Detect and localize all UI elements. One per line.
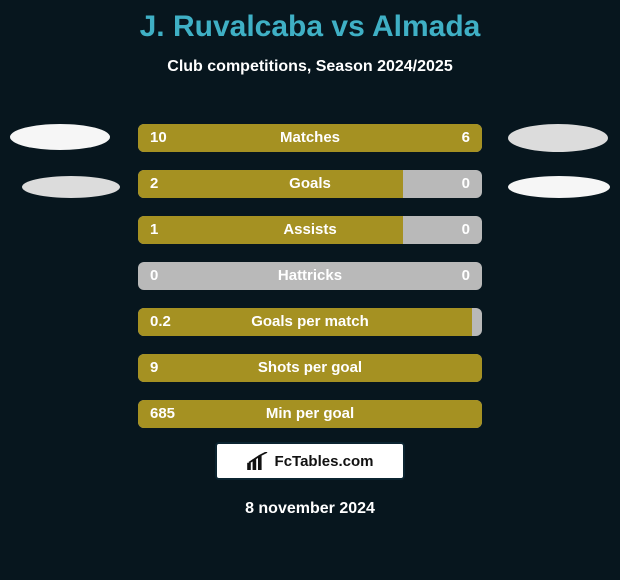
date-text: 8 november 2024 [0, 500, 620, 518]
stat-label: Shots per goal [138, 354, 482, 382]
stat-label: Assists [138, 216, 482, 244]
page-container: J. Ruvalcaba vs Almada Club competitions… [0, 0, 620, 580]
stat-row: 20Goals [138, 170, 482, 198]
vs-separator: vs [331, 10, 364, 43]
stat-label: Matches [138, 124, 482, 152]
stat-row: 10Assists [138, 216, 482, 244]
comparison-rows: 106Matches 20Goals 10Assists 00Hattricks 0.2… [138, 124, 482, 446]
stat-label: Min per goal [138, 400, 482, 428]
stat-label: Goals per match [138, 308, 482, 336]
player2-avatar-ellipse-top [508, 124, 608, 152]
player2-name: Almada [372, 10, 480, 43]
player2-avatar-ellipse-bottom [508, 176, 610, 198]
player1-avatar-ellipse-bottom [22, 176, 120, 198]
player1-name: J. Ruvalcaba [140, 10, 323, 43]
source-badge-text: FcTables.com [275, 453, 374, 470]
chart-icon [247, 452, 269, 470]
player1-avatar-ellipse-top [10, 124, 110, 150]
page-title: J. Ruvalcaba vs Almada [0, 10, 620, 44]
subtitle: Club competitions, Season 2024/2025 [0, 58, 620, 76]
stat-row: 0.2Goals per match [138, 308, 482, 336]
stat-row: 00Hattricks [138, 262, 482, 290]
stat-label: Hattricks [138, 262, 482, 290]
stat-row: 9Shots per goal [138, 354, 482, 382]
stat-row: 685Min per goal [138, 400, 482, 428]
stat-row: 106Matches [138, 124, 482, 152]
stat-label: Goals [138, 170, 482, 198]
source-badge: FcTables.com [215, 442, 405, 480]
